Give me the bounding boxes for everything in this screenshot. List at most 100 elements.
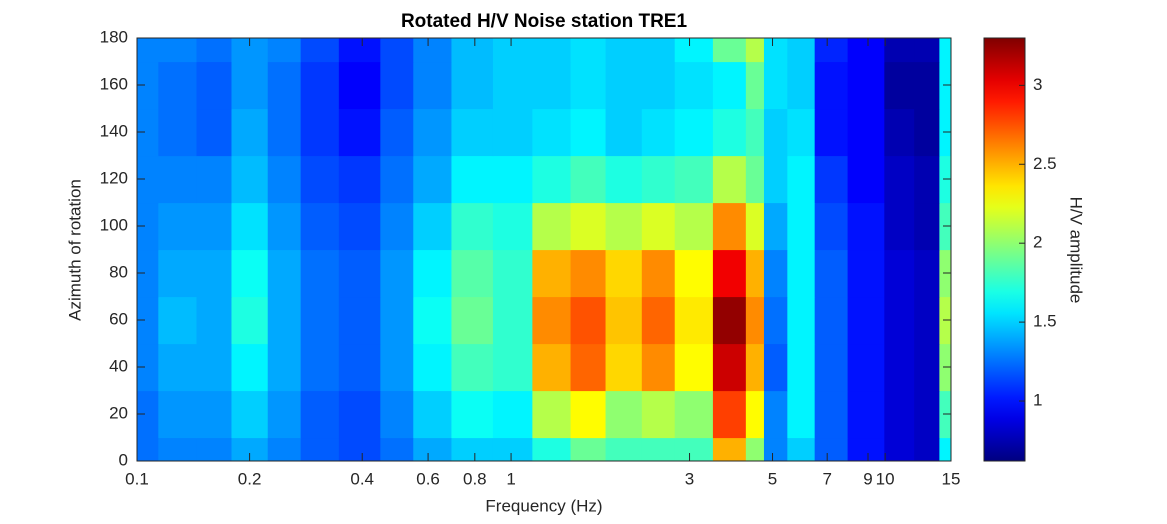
heat-cell — [267, 390, 302, 439]
heat-cell — [787, 61, 816, 110]
heat-cell — [787, 155, 816, 204]
chart-title: Rotated H/V Noise station TRE1 — [401, 11, 688, 32]
heat-cell — [300, 343, 340, 392]
x-tick-label: 0.2 — [238, 469, 262, 488]
heat-cell — [787, 202, 816, 251]
heat-cell — [338, 343, 381, 392]
heat-cell — [847, 437, 885, 461]
heat-cell — [492, 202, 533, 251]
heat-cell — [914, 249, 940, 298]
heat-cell — [884, 437, 915, 461]
heat-cell — [137, 202, 159, 251]
heat-cell — [196, 38, 233, 63]
heat-cell — [451, 343, 494, 392]
heat-cell — [137, 343, 159, 392]
heat-cell — [814, 249, 849, 298]
heat-cell — [847, 38, 885, 63]
heat-cell — [137, 108, 159, 157]
heat-cell — [231, 390, 269, 439]
heat-cell — [605, 38, 643, 63]
heat-cell — [787, 343, 816, 392]
heat-cell — [413, 390, 453, 439]
heat-cell — [884, 202, 915, 251]
heat-cell — [847, 390, 885, 439]
heat-cell — [532, 296, 572, 345]
heat-cell — [814, 108, 849, 157]
heat-cell — [380, 437, 414, 461]
x-tick-label: 0.1 — [125, 469, 149, 488]
heat-cell — [605, 108, 643, 157]
heat-cell — [451, 249, 494, 298]
heat-cell — [380, 390, 414, 439]
heat-cell — [413, 155, 453, 204]
heat-cell — [914, 108, 940, 157]
heat-cell — [712, 343, 747, 392]
heat-cell — [267, 437, 302, 461]
heat-cell — [914, 390, 940, 439]
heat-cell — [814, 437, 849, 461]
y-tick-label: 120 — [100, 168, 128, 187]
heat-cell — [674, 249, 714, 298]
heat-cell — [939, 38, 951, 63]
heat-cell — [641, 296, 676, 345]
heat-cell — [914, 437, 940, 461]
heat-cell — [532, 108, 572, 157]
y-tick-label: 100 — [100, 215, 128, 234]
heat-cell — [674, 155, 714, 204]
heat-cell — [137, 61, 159, 110]
heat-cell — [231, 202, 269, 251]
heat-cell — [605, 249, 643, 298]
heat-cell — [745, 437, 765, 461]
heat-cell — [914, 202, 940, 251]
heat-cell — [570, 61, 607, 110]
heat-cell — [641, 343, 676, 392]
heat-cell — [380, 108, 414, 157]
heat-cell — [196, 202, 233, 251]
heat-cell — [300, 437, 340, 461]
heat-cell — [532, 249, 572, 298]
heat-cell — [300, 202, 340, 251]
heat-cell — [847, 202, 885, 251]
heat-cell — [231, 61, 269, 110]
heat-cell — [338, 61, 381, 110]
heat-cell — [763, 155, 788, 204]
heat-cell — [380, 249, 414, 298]
heat-cell — [914, 38, 940, 63]
heat-cell — [674, 437, 714, 461]
heat-cell — [712, 108, 747, 157]
heat-cell — [674, 61, 714, 110]
heat-cell — [787, 38, 816, 63]
heat-cell — [605, 296, 643, 345]
heat-cell — [300, 249, 340, 298]
heat-cell — [674, 108, 714, 157]
heat-cell — [158, 108, 198, 157]
heat-cell — [847, 249, 885, 298]
heat-cell — [745, 249, 765, 298]
heat-cell — [413, 61, 453, 110]
heat-cell — [884, 249, 915, 298]
heat-cell — [267, 108, 302, 157]
heat-cell — [712, 61, 747, 110]
heat-cell — [267, 202, 302, 251]
heat-cell — [338, 249, 381, 298]
heat-cell — [380, 296, 414, 345]
heat-cell — [300, 61, 340, 110]
heat-cell — [763, 437, 788, 461]
heat-cell — [413, 108, 453, 157]
heat-cell — [380, 343, 414, 392]
heat-cell — [605, 390, 643, 439]
heat-cell — [338, 202, 381, 251]
heat-cell — [158, 38, 198, 63]
heat-cell — [712, 249, 747, 298]
heat-cell — [763, 61, 788, 110]
heat-cell — [532, 38, 572, 63]
heat-cell — [231, 155, 269, 204]
heat-cell — [570, 38, 607, 63]
heat-cell — [231, 296, 269, 345]
heat-cell — [451, 108, 494, 157]
heat-cell — [231, 343, 269, 392]
heat-cell — [413, 296, 453, 345]
heat-cell — [158, 437, 198, 461]
heat-cell — [763, 390, 788, 439]
